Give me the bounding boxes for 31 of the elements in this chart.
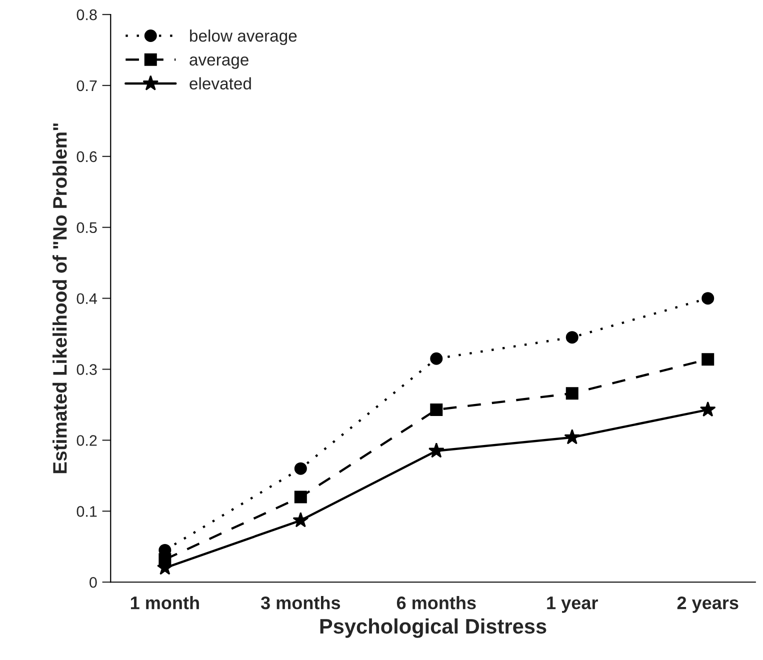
y-tick-label: 0.6 [76, 151, 97, 162]
point [702, 353, 714, 366]
point [566, 331, 578, 344]
y-tick-label: 0.4 [76, 293, 97, 304]
x-tick-label: 3 months [260, 596, 340, 610]
legend-label: average [190, 56, 248, 69]
y-tick-label: 0 [90, 576, 97, 588]
x-tick-label: 1 year [547, 596, 598, 613]
point [294, 490, 307, 504]
x-tick-label: 2 years [677, 596, 738, 613]
x-axis-title: Psychological Distress [320, 618, 546, 638]
y-tick-label: 0.7 [76, 80, 97, 92]
y-tick-label: 0.1 [76, 506, 97, 517]
y-tick-label: 0.3 [76, 364, 97, 375]
point [292, 512, 309, 528]
point [428, 442, 444, 458]
point [564, 429, 580, 444]
point [430, 352, 443, 365]
y-tick-label: 0.8 [76, 9, 97, 20]
legend-label: below average [190, 30, 297, 46]
y-tick-label: 0.5 [76, 222, 97, 234]
point [566, 387, 578, 400]
point [294, 462, 307, 475]
point [702, 292, 714, 305]
x-tick-label: 1 month [130, 596, 199, 610]
y-tick-label: 0.2 [76, 435, 97, 446]
point [700, 401, 716, 417]
legend-label: elevated [190, 77, 251, 90]
point [430, 403, 443, 416]
x-tick-label: 6 months [396, 596, 476, 610]
y-axis-title: Estimated Likelihood of "No Problem" [52, 123, 67, 474]
